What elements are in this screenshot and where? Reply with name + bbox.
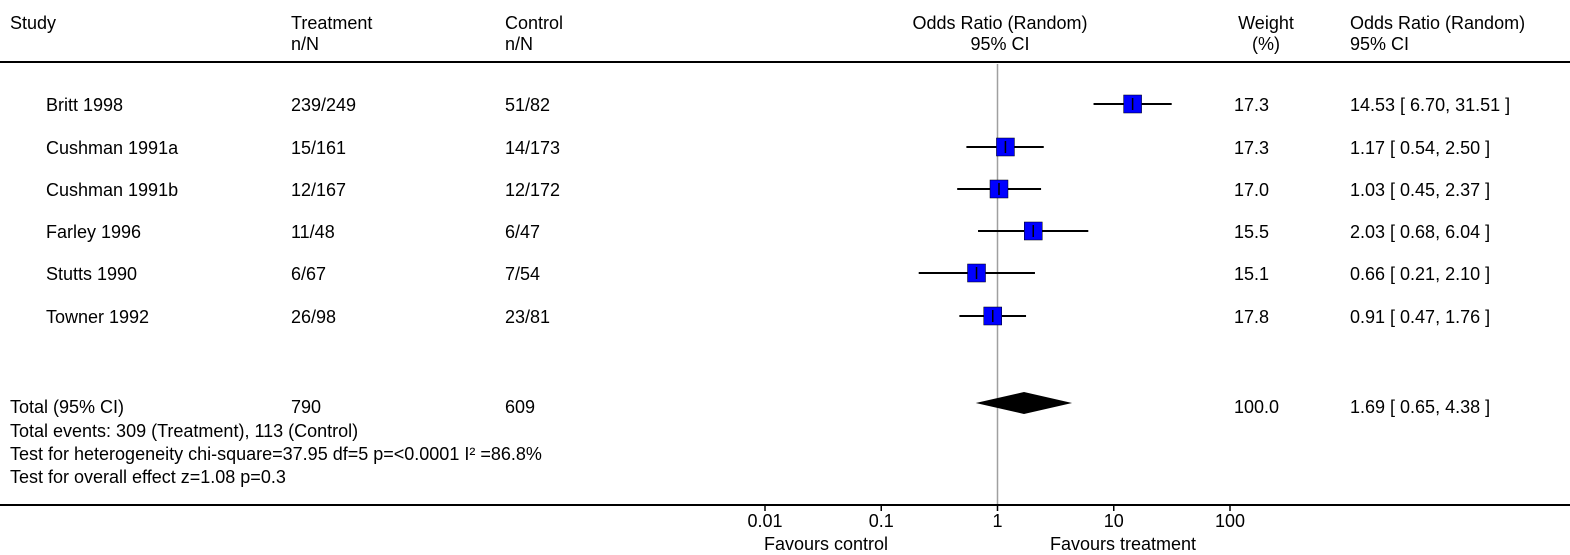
header-divider	[0, 61, 1570, 63]
favours-treatment-label: Favours treatment	[1050, 534, 1197, 554]
total-diamond	[975, 392, 1073, 414]
study-weight: 15.5	[1234, 222, 1270, 242]
study-weight: 17.8	[1234, 307, 1270, 327]
total-ci-text: 1.69 [ 0.65, 4.38 ]	[1350, 397, 1491, 417]
study-ci-text: 1.03 [ 0.45, 2.37 ]	[1350, 180, 1491, 200]
study-name: Britt 1998	[46, 95, 124, 115]
study-name: Cushman 1991a	[46, 138, 179, 158]
study-control: 23/81	[505, 307, 551, 327]
study-control: 6/47	[505, 222, 541, 242]
total-control: 609	[505, 397, 536, 417]
header-or-random: Odds Ratio (Random)	[1350, 13, 1526, 33]
study-weight: 17.3	[1234, 95, 1270, 115]
study-ci-text: 14.53 [ 6.70, 31.51 ]	[1350, 95, 1511, 115]
study-ci-text: 0.66 [ 0.21, 2.10 ]	[1350, 264, 1491, 284]
study-weight: 17.0	[1234, 180, 1270, 200]
header-treatment: Treatment	[291, 13, 373, 33]
footer-divider	[0, 504, 1570, 506]
total-label: Total (95% CI)	[10, 397, 125, 417]
heterogeneity-test: Test for heterogeneity chi-square=37.95 …	[10, 444, 542, 464]
study-name: Towner 1992	[46, 307, 150, 327]
study-control: 12/172	[505, 180, 561, 200]
study-control: 14/173	[505, 138, 561, 158]
x-tick-label: 100	[1214, 511, 1246, 531]
study-ci-text: 0.91 [ 0.47, 1.76 ]	[1350, 307, 1491, 327]
study-weight: 17.3	[1234, 138, 1270, 158]
header-weight: Weight	[1238, 13, 1294, 33]
x-tick-label: 10	[1103, 511, 1124, 531]
study-ci-text: 2.03 [ 0.68, 6.04 ]	[1350, 222, 1491, 242]
study-control: 51/82	[505, 95, 551, 115]
x-tick-label: 0.1	[868, 511, 894, 531]
study-name: Farley 1996	[46, 222, 142, 242]
header-study: Study	[10, 13, 57, 33]
overall-effect-test: Test for overall effect z=1.08 p=0.3	[10, 467, 286, 487]
header-control: Control	[505, 13, 564, 33]
header-weight-unit: (%)	[1252, 34, 1280, 54]
study-treatment: 12/167	[291, 180, 347, 200]
study-treatment: 6/67	[291, 264, 327, 284]
x-tick-label: 1	[992, 511, 1003, 531]
header-or-ci: 95% CI	[970, 34, 1030, 54]
x-tick-label: 0.01	[747, 511, 783, 531]
header-treatment-nn: n/N	[291, 34, 320, 54]
header-or: Odds Ratio (Random)	[912, 13, 1088, 33]
study-name: Cushman 1991b	[46, 180, 179, 200]
study-treatment: 26/98	[291, 307, 337, 327]
study-treatment: 11/48	[291, 222, 335, 242]
total-events: Total events: 309 (Treatment), 113 (Cont…	[10, 421, 359, 441]
study-treatment: 239/249	[291, 95, 357, 115]
study-name: Stutts 1990	[46, 264, 138, 284]
favours-control-label: Favours control	[764, 534, 889, 554]
study-treatment: 15/161	[291, 138, 347, 158]
header-or-random-ci: 95% CI	[1350, 34, 1410, 54]
study-ci-text: 1.17 [ 0.54, 2.50 ]	[1350, 138, 1491, 158]
total-treatment: 790	[291, 397, 322, 417]
header-control-nn: n/N	[505, 34, 534, 54]
total-weight: 100.0	[1234, 397, 1280, 417]
study-control: 7/54	[505, 264, 541, 284]
study-weight: 15.1	[1234, 264, 1270, 284]
